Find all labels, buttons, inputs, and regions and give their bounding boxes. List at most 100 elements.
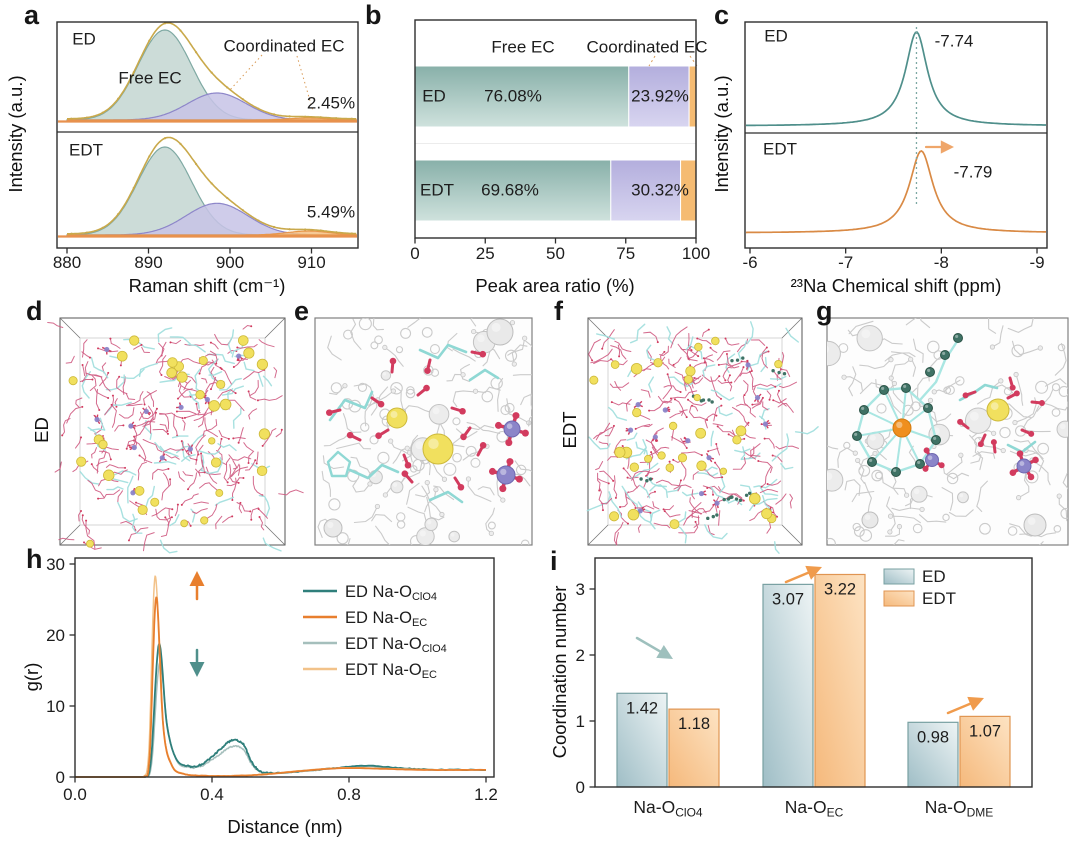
coordination-bar-edt [959, 715, 1011, 788]
coordination-bar-edt [814, 573, 866, 788]
coordination-bar-edt [668, 708, 720, 788]
panel-h-legend: ED Na-OClO4 ED Na-OEC EDT Na-OClO4 EDT Na-O… [303, 583, 447, 681]
panel-c-xlabel: ²³Na Chemical shift (ppm) [790, 274, 1002, 296]
panel-b-coordinated-ec-label: Coordinated EC [586, 37, 708, 57]
svg-text:3.22: 3.22 [824, 580, 856, 598]
svg-text:20: 20 [46, 626, 65, 645]
panel-b-row-ed-free-pct: 76.08% [484, 86, 542, 106]
svg-text:3.07: 3.07 [772, 590, 804, 608]
panel-a-ylabel: Intensity (a.u.) [4, 75, 26, 193]
svg-text:0: 0 [576, 778, 585, 797]
svg-text:1.42: 1.42 [626, 699, 658, 717]
panel-letter-f: f [554, 296, 563, 326]
svg-text:-8: -8 [934, 253, 949, 272]
panel-a-trace-label-edt: EDT [69, 140, 103, 160]
panel-a-coordinated-ec-label: Coordinated EC [223, 36, 345, 56]
panel-letter-c: c [714, 0, 730, 30]
svg-text:0.8: 0.8 [337, 785, 361, 804]
coordination-bar-ed [616, 692, 668, 788]
bar-coordinated-ec [628, 65, 690, 128]
panel-i-ylabel: Coordination number [548, 585, 570, 759]
svg-text:0.98: 0.98 [917, 728, 949, 746]
svg-text:ED: ED [922, 567, 946, 586]
panel-b-row-ed-coord-pct: 23.92% [631, 86, 689, 106]
svg-text:25: 25 [476, 244, 495, 263]
svg-text:ED Na-OClO4: ED Na-OClO4 [345, 583, 437, 603]
leader-line [296, 55, 314, 112]
panel-a-xlabel: Raman shift (cm⁻¹) [128, 274, 286, 296]
panel-letter-d: d [26, 296, 43, 326]
panel-d-side-label: ED [30, 417, 52, 443]
svg-text:30: 30 [46, 555, 65, 574]
bar-coordinated-ec-910 [688, 65, 697, 128]
panel-a-percent-edt: 5.49% [306, 202, 356, 222]
svg-text:1.18: 1.18 [678, 715, 710, 733]
panel-a-free-ec-label: Free EC [118, 68, 182, 88]
panel-letter-e: e [294, 296, 310, 326]
panel-c-plot: -6 -7 -8 -9 [742, 21, 1048, 272]
svg-text:3: 3 [576, 580, 585, 599]
panel-b-free-ec-label: Free EC [491, 37, 555, 57]
panel-b-row-ed-label: ED [422, 86, 446, 106]
coordination-bar-ed [762, 583, 814, 788]
panel-letter-i: i [550, 546, 558, 576]
svg-text:1: 1 [576, 712, 585, 731]
panel-i-legend: ED EDT [883, 567, 956, 608]
panel-letter-g: g [816, 296, 833, 326]
svg-text:Na-ODME: Na-ODME [925, 797, 993, 820]
panel-a-trace-label-ed: ED [72, 29, 96, 49]
coordination-bar-ed [907, 721, 959, 788]
svg-text:EDT Na-OEC: EDT Na-OEC [345, 661, 437, 681]
panel-h-ylabel: g(r) [20, 662, 42, 692]
panel-b-row-edt-label: EDT [420, 180, 454, 200]
panel-b-xlabel: Peak area ratio (%) [475, 274, 635, 296]
svg-text:10: 10 [46, 697, 65, 716]
gr-curve [75, 643, 486, 778]
svg-text:EDT: EDT [922, 589, 956, 608]
panel-c-ylabel: Intensity (a.u.) [710, 75, 732, 193]
panel-b-plot: 0 25 50 75 100 [410, 19, 710, 263]
bar-coordinated-ec [610, 159, 682, 222]
panel-b-row-edt-free-pct: 69.68% [481, 180, 539, 200]
panel-f-md-box [586, 317, 819, 554]
svg-text:ED Na-OEC: ED Na-OEC [345, 609, 427, 629]
panel-f-side-label: EDT [558, 411, 580, 449]
bar-free-ec [414, 65, 630, 128]
svg-text:50: 50 [546, 244, 565, 263]
svg-text:2: 2 [576, 646, 585, 665]
svg-text:880: 880 [53, 253, 81, 272]
gr-curve [75, 596, 486, 778]
panel-c-trace-label-edt: EDT [763, 139, 797, 159]
nmr-trace [746, 31, 1046, 127]
raman-component [67, 117, 357, 121]
svg-text:-7: -7 [838, 253, 853, 272]
svg-text:910: 910 [297, 253, 325, 272]
svg-text:0: 0 [56, 768, 65, 787]
svg-text:-6: -6 [742, 253, 757, 272]
panel-letter-b: b [365, 0, 382, 30]
svg-text:890: 890 [134, 253, 162, 272]
svg-text:1.2: 1.2 [474, 785, 498, 804]
panel-c-peak-value-ed: -7.74 [934, 31, 974, 51]
svg-text:0: 0 [410, 244, 419, 263]
raman-component [67, 230, 357, 236]
panel-b-row-edt-coord-pct: 30.32% [631, 180, 689, 200]
panel-letter-h: h [26, 544, 43, 574]
svg-text:75: 75 [616, 244, 635, 263]
panel-letter-a: a [24, 0, 40, 30]
leader-line [648, 55, 656, 67]
panel-e-closeup [314, 317, 533, 546]
svg-text:0.4: 0.4 [200, 785, 224, 804]
svg-text:Na-OEC: Na-OEC [785, 797, 844, 820]
panel-a-percent-ed: 2.45% [306, 93, 356, 113]
svg-text:900: 900 [216, 253, 244, 272]
panel-c-peak-value-edt: -7.79 [953, 162, 993, 182]
svg-text:-9: -9 [1029, 253, 1044, 272]
panel-h-xlabel: Distance (nm) [227, 815, 343, 837]
panel-a-plot: 880 890 900 910 [53, 21, 359, 272]
svg-text:1.07: 1.07 [969, 722, 1001, 740]
panel-g-closeup [826, 317, 1069, 546]
